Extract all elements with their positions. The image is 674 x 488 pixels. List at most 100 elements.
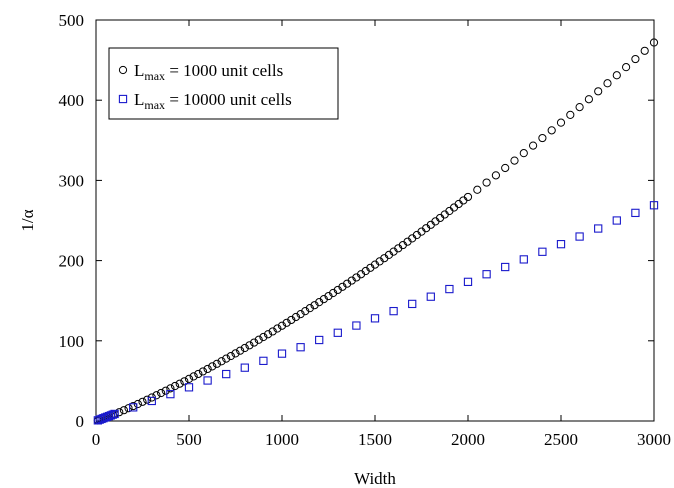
data-point-circle — [296, 309, 305, 319]
legend-label: Lmax = 10000 unit cells — [134, 90, 292, 112]
data-point-circle — [138, 397, 147, 406]
data-point-square — [426, 292, 435, 301]
data-point-circle — [222, 354, 231, 363]
x-tick-label: 500 — [176, 430, 202, 449]
legend-label: Lmax = 1000 unit cells — [134, 61, 283, 83]
data-point-circle — [175, 379, 184, 388]
data-point-square — [649, 201, 659, 210]
data-point-square — [370, 314, 380, 323]
data-point-circle — [538, 133, 547, 143]
data-point-square — [166, 389, 175, 399]
data-point-circle — [603, 79, 612, 88]
data-point-circle — [473, 185, 482, 194]
data-point-circle — [208, 362, 217, 371]
data-point-circle — [575, 102, 584, 112]
data-point-circle — [649, 38, 659, 47]
data-point-circle — [124, 404, 133, 413]
data-point-circle — [622, 63, 631, 72]
data-point-circle — [301, 307, 310, 316]
data-point-circle — [212, 359, 221, 368]
data-points — [93, 38, 659, 425]
legend-box — [108, 47, 339, 120]
x-tick-label: 3000 — [637, 430, 671, 449]
data-point-circle — [198, 367, 208, 376]
data-point-circle — [454, 199, 463, 209]
ticks: 0 500 1000 1500 2000 2500 3000 0 100 200 300 400 500 — [59, 11, 672, 449]
data-point-square — [519, 255, 528, 264]
data-point-square — [203, 376, 212, 385]
x-axis-label: Width — [354, 469, 396, 488]
data-point-square — [296, 343, 305, 352]
data-point-circle — [277, 321, 287, 330]
data-point-circle — [482, 178, 491, 187]
data-point-circle — [263, 330, 273, 339]
data-point-circle — [236, 346, 245, 355]
data-point-circle — [631, 54, 640, 64]
y-axis-label: 1/α — [18, 209, 37, 231]
x-tick-label: 0 — [92, 430, 101, 449]
data-point-circle — [152, 391, 161, 400]
legend-marker-square — [118, 94, 128, 104]
data-point-circle — [491, 171, 500, 180]
data-point-circle — [463, 192, 473, 202]
data-point-square — [463, 277, 473, 287]
data-point-circle — [115, 408, 124, 417]
x-tick-label: 2500 — [544, 430, 578, 449]
data-point-circle — [157, 388, 166, 398]
data-point-circle — [640, 46, 649, 55]
y-tick-label: 100 — [59, 332, 85, 351]
y-tick-label: 200 — [59, 252, 85, 271]
data-point-circle — [519, 149, 528, 158]
data-point-square — [556, 240, 566, 249]
series-1 — [93, 38, 659, 425]
data-point-circle — [282, 318, 291, 327]
legend: Lmax = 1000 unit cells Lmax = 10000 unit … — [108, 47, 339, 120]
data-point-circle — [273, 324, 282, 333]
y-tick-label: 500 — [59, 11, 85, 30]
data-point-circle — [259, 332, 268, 342]
data-point-circle — [194, 369, 203, 379]
data-point-circle — [245, 341, 254, 350]
data-point-circle — [203, 364, 212, 374]
data-point-circle — [547, 126, 556, 135]
data-point-square — [594, 224, 603, 233]
data-point-square — [184, 383, 194, 392]
data-point-circle — [254, 335, 263, 344]
data-point-circle — [449, 203, 459, 212]
data-point-circle — [584, 95, 594, 104]
data-point-circle — [291, 312, 301, 322]
data-point-circle — [556, 118, 566, 127]
data-point-square — [631, 208, 640, 218]
data-point-circle — [217, 357, 226, 366]
data-point-square — [110, 409, 119, 419]
data-point-square — [389, 306, 398, 316]
data-point-square — [222, 369, 231, 379]
legend-marker-circle — [118, 65, 128, 75]
data-point-circle — [566, 110, 575, 119]
data-point-square — [445, 284, 454, 294]
data-point-circle — [529, 141, 538, 150]
data-point-square — [352, 321, 361, 330]
series-2 — [93, 201, 659, 425]
data-point-square — [612, 216, 621, 225]
data-point-circle — [170, 381, 180, 391]
data-point-circle — [119, 406, 129, 415]
data-point-circle — [189, 372, 198, 381]
data-point-circle — [250, 338, 259, 347]
data-point-circle — [240, 343, 249, 353]
y-tick-label: 0 — [76, 412, 85, 431]
data-point-circle — [184, 374, 194, 383]
data-point-square — [277, 349, 287, 358]
data-point-square — [315, 335, 324, 345]
data-point-square — [259, 356, 268, 365]
data-point-square — [575, 232, 584, 241]
y-tick-label: 400 — [59, 91, 85, 110]
data-point-circle — [226, 351, 235, 361]
data-point-square — [482, 270, 491, 279]
data-point-square — [333, 328, 342, 337]
data-point-circle — [180, 377, 189, 386]
data-point-circle — [510, 156, 519, 165]
data-point-circle — [501, 163, 510, 173]
data-point-square — [240, 363, 249, 372]
